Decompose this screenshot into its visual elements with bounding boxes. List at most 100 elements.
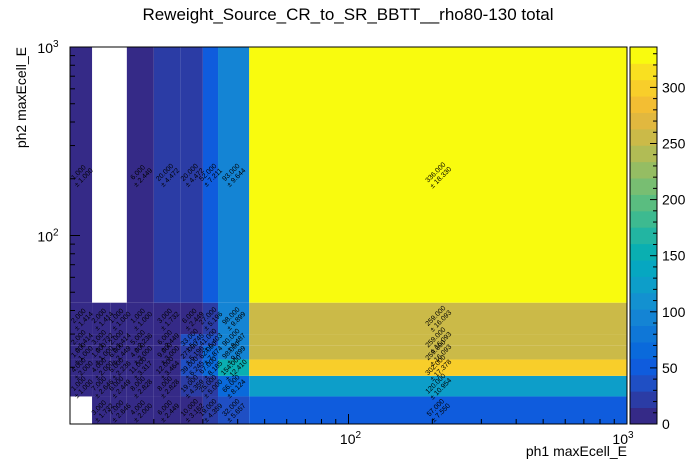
heatmap-cell bbox=[126, 345, 154, 360]
palette-tick-label: 50 bbox=[662, 360, 678, 376]
heatmap-cell bbox=[180, 302, 203, 335]
palette-swatch bbox=[630, 47, 657, 64]
heatmap-cell bbox=[218, 302, 250, 335]
heatmap-cell bbox=[249, 359, 627, 376]
heatmap-cell bbox=[110, 359, 127, 376]
y-axis-label: ph2 maxEcell_E bbox=[13, 47, 29, 148]
heatmap-cell bbox=[153, 334, 181, 346]
palette-swatch bbox=[630, 276, 657, 294]
palette-swatch bbox=[630, 128, 657, 146]
palette-tick-label: 250 bbox=[662, 135, 686, 151]
heatmap-cell bbox=[70, 345, 93, 360]
heatmap-cell bbox=[92, 334, 111, 346]
palette-swatch bbox=[630, 210, 657, 228]
x-tick-label: 103 bbox=[612, 430, 634, 447]
heatmap-cell bbox=[249, 375, 627, 397]
palette-tick-label: 150 bbox=[662, 248, 686, 264]
heatmap-cell bbox=[202, 47, 219, 303]
heatmap-cell bbox=[126, 396, 154, 424]
heatmap-cell bbox=[70, 375, 93, 397]
palette-swatch bbox=[630, 407, 657, 425]
palette-swatch bbox=[630, 260, 657, 277]
heatmap-cell bbox=[202, 302, 219, 335]
palette-swatch bbox=[630, 63, 657, 81]
heatmap-cell bbox=[110, 302, 127, 335]
heatmap-cell bbox=[110, 334, 127, 346]
heatmap-cell bbox=[180, 345, 203, 360]
palette-swatch bbox=[630, 227, 657, 245]
heatmap-cell bbox=[180, 47, 203, 303]
x-axis-label: ph1 maxEcell_E bbox=[526, 443, 627, 459]
heatmap-cell bbox=[92, 345, 111, 360]
heatmap-cell bbox=[92, 302, 111, 335]
heatmap-cell bbox=[92, 396, 111, 424]
heatmap-cell bbox=[218, 345, 250, 360]
palette-swatch bbox=[630, 391, 657, 409]
heatmap-cells bbox=[70, 47, 627, 424]
heatmap-cell bbox=[126, 302, 154, 335]
palette-swatch bbox=[630, 243, 657, 261]
palette-swatch bbox=[630, 178, 657, 195]
heatmap-cell bbox=[153, 359, 181, 376]
heatmap-cell bbox=[218, 375, 250, 397]
palette-swatch bbox=[630, 325, 657, 343]
heatmap-cell bbox=[126, 375, 154, 397]
heatmap-cell bbox=[153, 302, 181, 335]
heatmap-cell bbox=[153, 47, 181, 303]
palette-swatch bbox=[630, 309, 657, 327]
heatmap-cell bbox=[110, 375, 127, 397]
palette-tick-label: 0 bbox=[662, 416, 670, 432]
heatmap-cell bbox=[249, 345, 627, 360]
heatmap-cell bbox=[92, 375, 111, 397]
palette-swatch bbox=[630, 358, 657, 376]
heatmap-cell bbox=[180, 375, 203, 397]
x-axis: 102 103 bbox=[69, 414, 634, 447]
palette-tick-label: 100 bbox=[662, 304, 686, 320]
heatmap-cell bbox=[92, 359, 111, 376]
heatmap-cell bbox=[180, 334, 203, 346]
heatmap-cell bbox=[126, 359, 154, 376]
heatmap-cell bbox=[218, 396, 250, 424]
y-tick-label: 102 bbox=[37, 228, 59, 245]
palette-swatch bbox=[630, 342, 657, 359]
palette-frame bbox=[629, 46, 658, 425]
heatmap-cell bbox=[153, 396, 181, 424]
palette-swatch bbox=[630, 292, 657, 310]
palette-swatch bbox=[630, 161, 657, 179]
heatmap-cell bbox=[218, 334, 250, 346]
palette-swatch bbox=[630, 112, 657, 130]
color-palette: 0 50 100 150 200 250 300 bbox=[629, 46, 686, 432]
heatmap-cell bbox=[202, 345, 219, 360]
palette-tick-label: 300 bbox=[662, 79, 686, 95]
palette-swatch bbox=[630, 96, 657, 113]
heatmap-cell bbox=[110, 345, 127, 360]
heatmap-cell bbox=[249, 396, 627, 424]
heatmap-cell bbox=[70, 47, 93, 303]
y-axis: 102 103 bbox=[37, 39, 80, 425]
palette-swatch bbox=[630, 194, 657, 212]
heatmap-cell bbox=[70, 359, 93, 376]
y-tick-label: 103 bbox=[37, 39, 59, 56]
heatmap-cell bbox=[218, 47, 250, 303]
palette-swatch bbox=[630, 145, 657, 163]
x-tick-label: 102 bbox=[340, 430, 362, 447]
heatmap-cell bbox=[153, 345, 181, 360]
chart-title: Reweight_Source_CR_to_SR_BBTT__rho80-130… bbox=[142, 5, 554, 24]
heatmap-cell bbox=[249, 334, 627, 346]
heatmap-cell bbox=[70, 334, 93, 346]
heatmap-cell bbox=[202, 375, 219, 397]
heatmap-cell bbox=[202, 334, 219, 346]
heatmap-cell bbox=[218, 359, 250, 376]
heatmap-cell bbox=[180, 396, 203, 424]
heatmap-cell bbox=[126, 334, 154, 346]
heatmap-cell bbox=[126, 47, 154, 303]
heatmap-cell bbox=[249, 47, 627, 303]
palette-tick-label: 200 bbox=[662, 192, 686, 208]
heatmap-cell bbox=[202, 359, 219, 376]
palette-swatch bbox=[630, 79, 657, 97]
heatmap-cell bbox=[70, 302, 93, 335]
heatmap-cell bbox=[110, 396, 127, 424]
heatmap-cell bbox=[202, 396, 219, 424]
